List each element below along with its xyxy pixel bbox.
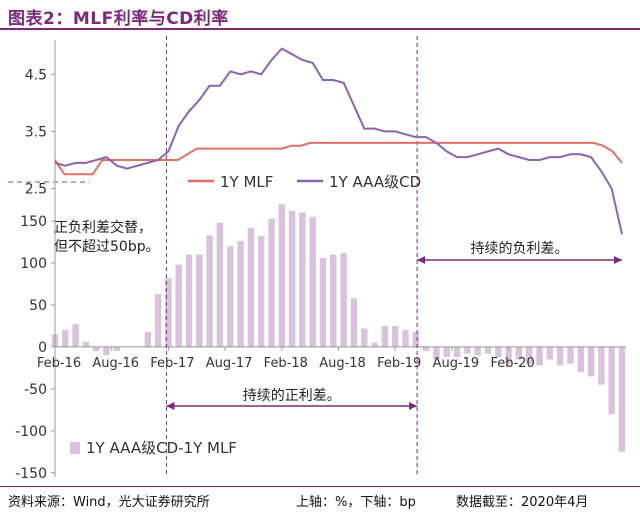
mlf-rate-line — [54, 141, 623, 176]
spread-bar — [144, 331, 151, 347]
x-tick-label: Feb-16 — [37, 356, 81, 371]
spread-bar — [484, 346, 492, 354]
legend-label-cd: 1Y AAA级CD — [329, 173, 421, 191]
x-tick-label: Aug-18 — [319, 356, 366, 371]
legend-label-spread: 1Y AAA级CD-1Y MLF — [86, 439, 237, 457]
x-tick-label: Feb-19 — [377, 356, 421, 371]
annotation-positive-spread: 持续的正利差。 — [243, 387, 341, 404]
negative-spread-arrowhead-left — [417, 256, 426, 264]
y-tick-label-top: 4.5 — [25, 67, 47, 83]
spread-bar-group — [51, 204, 626, 452]
positive-spread-arrowhead-left — [166, 402, 175, 410]
spread-bar — [340, 252, 347, 347]
y-tick-label-bottom: 0 — [38, 340, 47, 356]
annotation-alternating-line2: 但不超过50bp。 — [54, 239, 160, 255]
y-tick-label-top: 2.5 — [25, 182, 47, 198]
x-tick-label: Aug-17 — [206, 356, 253, 371]
negative-spread-arrowhead-right — [614, 256, 622, 264]
spread-bar — [350, 298, 358, 347]
spread-bar — [165, 278, 172, 347]
x-tick-label: Feb-17 — [150, 356, 194, 371]
legend-label-mlf: 1Y MLF — [220, 173, 273, 191]
spread-bar — [381, 325, 389, 347]
spread-bar — [515, 346, 523, 360]
spread-bar — [62, 330, 69, 347]
spread-bar — [319, 257, 327, 347]
spread-bar — [618, 346, 626, 452]
spread-bar — [526, 346, 533, 364]
y-tick-label-bottom: 100 — [20, 256, 47, 272]
spread-bar — [82, 341, 90, 347]
y-tick-label-bottom: -100 — [15, 424, 47, 440]
legends-group: 1Y MLF 1Y AAA级CD 1Y AAA级CD-1Y MLF — [70, 173, 421, 457]
axes-unit-note: 上轴：%，下轴：bp — [296, 495, 416, 510]
annotation-alternating-line1: 正负利差交替， — [54, 219, 152, 236]
spread-bar — [330, 254, 337, 347]
y-tick-label-bottom: 50 — [29, 298, 47, 314]
as-of-note: 数据截至：2020年4月 — [456, 495, 589, 510]
spread-bar — [474, 346, 481, 356]
spread-bar — [72, 324, 79, 347]
spread-bar — [433, 346, 440, 360]
spread-bar — [608, 346, 615, 415]
y-tick-label-bottom: -50 — [24, 382, 47, 398]
spread-bar — [309, 216, 316, 347]
spread-bar — [185, 254, 193, 347]
x-tick-label: Feb-20 — [490, 356, 534, 371]
spread-bar — [567, 346, 574, 364]
source-note: 资料来源：Wind，光大证券研究所 — [8, 495, 210, 510]
spread-bar — [154, 294, 162, 347]
spread-bar — [392, 325, 399, 347]
x-tick-label: Aug-19 — [433, 356, 480, 371]
spread-bar — [268, 218, 275, 347]
spread-bar — [577, 346, 584, 373]
spread-bar — [258, 236, 265, 347]
spread-bar — [278, 204, 285, 347]
spread-bar — [546, 346, 553, 360]
spread-bar — [443, 346, 450, 357]
x-tick-label: Feb-18 — [264, 356, 308, 371]
x-tick-label: Aug-16 — [92, 356, 139, 371]
title-divider — [0, 28, 640, 30]
spread-bar — [175, 264, 182, 347]
y-tick-label-top: 3.5 — [25, 124, 47, 140]
spread-bar — [371, 342, 378, 347]
spread-bar — [453, 346, 461, 357]
spread-bar — [237, 241, 244, 347]
spread-bar — [299, 212, 306, 347]
spread-bar — [495, 346, 502, 357]
spread-bar — [412, 331, 419, 347]
spread-bar — [556, 346, 564, 366]
spread-bar — [206, 235, 213, 347]
y-tick-label-bottom: -150 — [15, 466, 47, 482]
y-tick-label-bottom: 150 — [20, 214, 47, 230]
chart-title: 图表2：MLF利率与CD利率 — [8, 9, 229, 29]
spread-bar — [216, 222, 224, 347]
spread-bar — [464, 346, 471, 354]
spread-bar — [536, 346, 543, 366]
spread-bar — [288, 210, 296, 347]
spread-bar — [598, 346, 605, 385]
rate-lines-group — [54, 47, 623, 235]
spread-bar — [103, 346, 110, 356]
spread-bar — [247, 227, 255, 347]
spread-bar — [361, 328, 368, 347]
annotations-group: 正负利差交替， 但不超过50bp。持续的正利差。 持续的负利差。 — [54, 219, 622, 410]
spread-bar — [227, 246, 234, 347]
annotation-negative-spread: 持续的负利差。 — [471, 240, 569, 257]
spread-bar — [422, 346, 430, 352]
legend-swatch-spread — [70, 442, 80, 454]
footer-divider — [0, 486, 640, 487]
spread-bar — [505, 346, 512, 364]
spread-bar — [587, 346, 595, 377]
spread-bar — [113, 346, 121, 352]
spread-bar — [402, 330, 409, 347]
spread-bar — [196, 254, 203, 347]
spread-bar — [93, 346, 100, 352]
axes-group: 2.5 3.5 4.5 -150 -100 -50 0 50 100 150 Feb-16 Aug-1… — [8, 36, 626, 482]
positive-spread-arrowhead-right — [409, 402, 418, 410]
cd-rate-line — [54, 47, 623, 235]
